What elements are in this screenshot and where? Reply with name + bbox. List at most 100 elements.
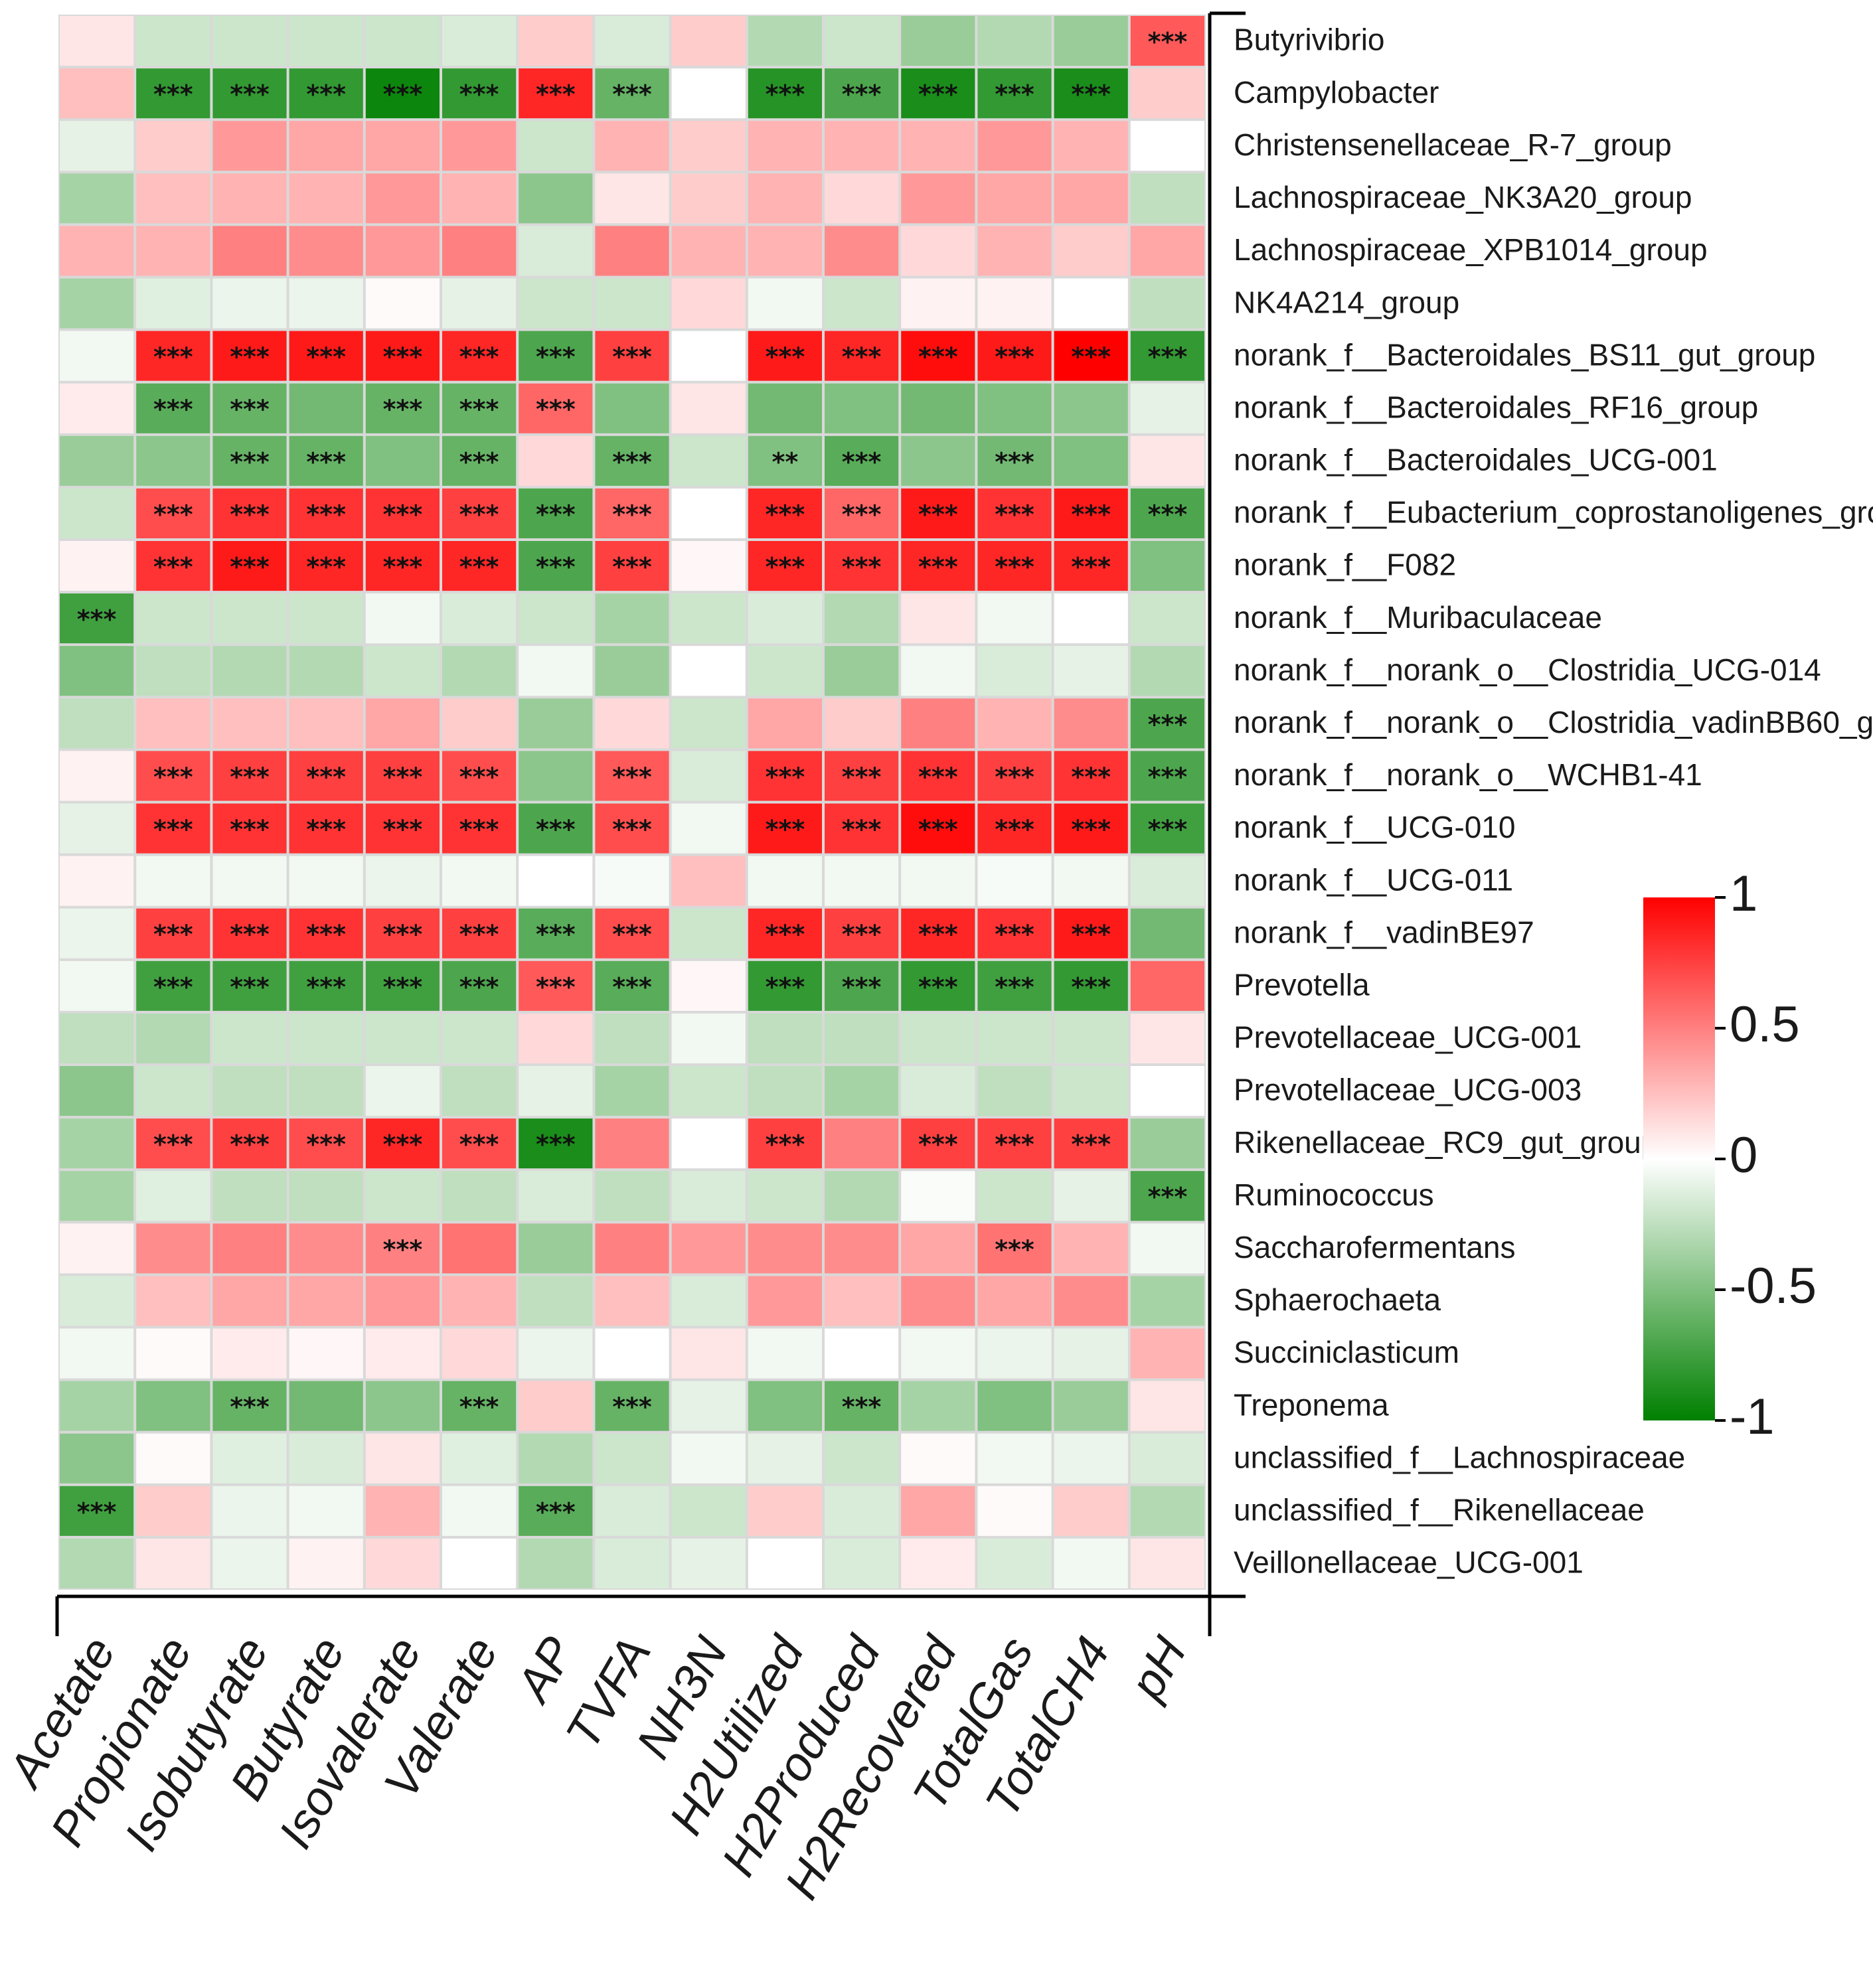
heatmap-cell <box>1130 278 1204 329</box>
heatmap-cell <box>901 435 975 486</box>
heatmap-cell <box>977 435 1052 486</box>
heatmap-cell <box>212 698 287 749</box>
heatmap-cell <box>825 908 899 958</box>
heatmap-cell <box>1054 488 1128 538</box>
row-label: Sphaerochaeta <box>1234 1282 1441 1317</box>
heatmap-cell <box>60 1013 134 1063</box>
heatmap-cell <box>136 1433 210 1484</box>
heatmap-cell <box>825 121 899 171</box>
heatmap-cell <box>442 1276 517 1326</box>
heatmap-cell <box>748 908 822 958</box>
heatmap-cell <box>136 331 210 381</box>
heatmap-cell <box>212 960 287 1011</box>
heatmap-cell <box>901 1013 975 1063</box>
heatmap-cell <box>60 698 134 749</box>
heatmap-cell <box>519 1276 593 1326</box>
heatmap-cell <box>977 121 1052 171</box>
significance-marker: *** <box>1148 500 1188 529</box>
heatmap-cell <box>365 331 440 381</box>
significance-marker: *** <box>383 972 423 1002</box>
significance-marker: *** <box>459 762 499 791</box>
heatmap-cell <box>442 908 517 958</box>
heatmap-cell <box>977 488 1052 538</box>
heatmap-cell <box>748 331 822 381</box>
heatmap-cell <box>825 383 899 433</box>
significance-marker: *** <box>536 343 576 372</box>
heatmap-cell <box>595 331 669 381</box>
heatmap-cell <box>977 908 1052 958</box>
row-label: unclassified_f__Lachnospiraceae <box>1234 1440 1685 1474</box>
heatmap-cell <box>365 698 440 749</box>
heatmap-cell <box>671 698 746 749</box>
row-label: Butyrivibrio <box>1234 23 1385 57</box>
heatmap-cell <box>212 1433 287 1484</box>
significance-marker: *** <box>766 815 805 844</box>
row-label: Christensenellaceae_R-7_group <box>1234 127 1672 162</box>
significance-marker: *** <box>995 447 1034 477</box>
heatmap-cell <box>901 1171 975 1221</box>
heatmap-cell <box>289 173 363 224</box>
heatmap-cell <box>519 1538 593 1588</box>
heatmap-cell <box>977 751 1052 801</box>
heatmap-cell <box>825 856 899 906</box>
heatmap-cell <box>595 173 669 224</box>
heatmap-cell <box>825 435 899 486</box>
heatmap-cell <box>825 1433 899 1484</box>
heatmap-cell <box>365 435 440 486</box>
heatmap-cell <box>825 16 899 66</box>
significance-marker: *** <box>459 1130 499 1159</box>
heatmap-cell <box>519 646 593 696</box>
heatmap-cell <box>289 1433 363 1484</box>
heatmap-cell <box>136 960 210 1011</box>
heatmap-cell <box>289 1276 363 1326</box>
heatmap-cell <box>212 173 287 224</box>
significance-marker: *** <box>995 500 1034 529</box>
heatmap-cell <box>977 593 1052 644</box>
heatmap-cell <box>977 1486 1052 1536</box>
heatmap-cell <box>595 803 669 854</box>
heatmap-cell <box>1130 173 1204 224</box>
row-label: norank_f__Muribaculaceae <box>1234 600 1602 635</box>
heatmap-cell <box>595 1328 669 1379</box>
heatmap-cell <box>519 698 593 749</box>
colorbar-tick-label: 0 <box>1730 1127 1757 1184</box>
significance-marker: *** <box>1148 815 1188 844</box>
heatmap-cell <box>1054 16 1128 66</box>
heatmap-cell <box>901 1066 975 1116</box>
heatmap-cell <box>595 908 669 958</box>
heatmap-cell <box>671 278 746 329</box>
heatmap-cell <box>60 1381 134 1431</box>
heatmap-cell <box>977 856 1052 906</box>
heatmap-cell <box>825 488 899 538</box>
significance-marker: *** <box>306 815 346 844</box>
row-label: Rikenellaceae_RC9_gut_group <box>1234 1125 1658 1160</box>
heatmap-cell <box>365 856 440 906</box>
heatmap-cell <box>595 646 669 696</box>
heatmap-cell <box>748 1118 822 1169</box>
heatmap-cell <box>60 435 134 486</box>
heatmap-cell <box>365 1171 440 1221</box>
heatmap-cell <box>595 1276 669 1326</box>
heatmap-cell <box>977 1276 1052 1326</box>
heatmap-cell <box>671 1276 746 1326</box>
heatmap-cell <box>212 1486 287 1536</box>
row-label: norank_f__norank_o__Clostridia_vadinBB60… <box>1234 705 1873 739</box>
heatmap-cell <box>365 1013 440 1063</box>
heatmap-cell <box>595 16 669 66</box>
heatmap-cell <box>671 908 746 958</box>
significance-marker: *** <box>1071 815 1111 844</box>
significance-marker: *** <box>306 552 346 581</box>
heatmap-cell <box>901 908 975 958</box>
heatmap-cell <box>1130 1381 1204 1431</box>
heatmap-cell <box>671 751 746 801</box>
significance-marker: *** <box>459 815 499 844</box>
heatmap-cell <box>901 856 975 906</box>
heatmap-cell <box>671 383 746 433</box>
heatmap-cell <box>1054 1276 1128 1326</box>
heatmap-cell <box>136 856 210 906</box>
heatmap-cell <box>136 68 210 119</box>
row-label: Campylobacter <box>1234 75 1439 110</box>
heatmap-cell <box>671 488 746 538</box>
heatmap-cell <box>442 16 517 66</box>
significance-marker: *** <box>77 605 117 634</box>
